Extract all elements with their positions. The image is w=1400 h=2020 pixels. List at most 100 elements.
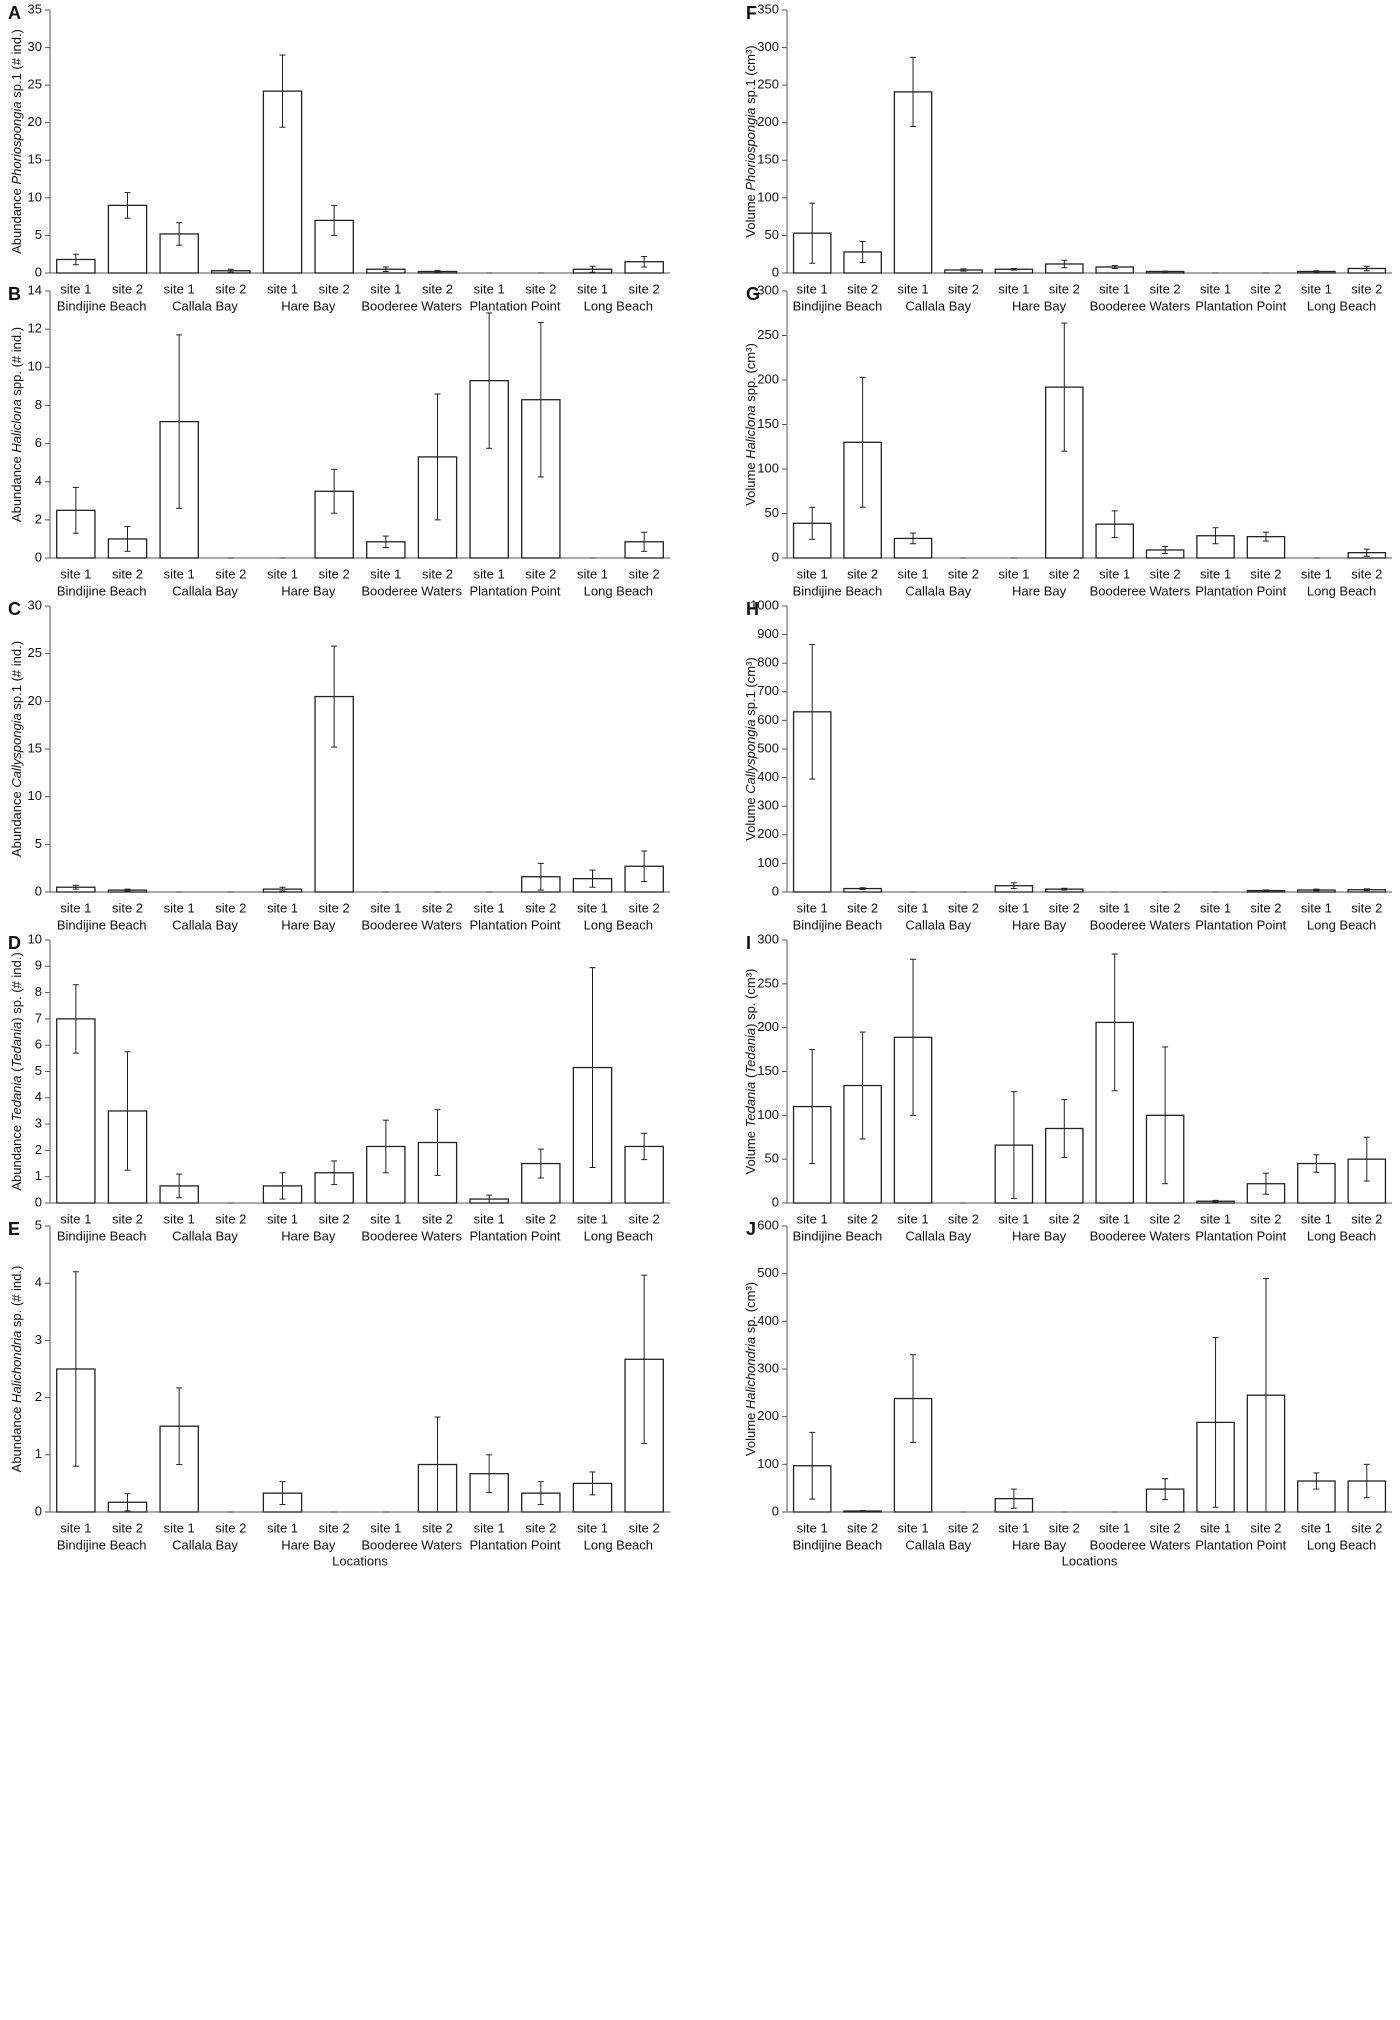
- y-tick-label: 900: [757, 626, 779, 641]
- y-tick-label: 50: [765, 1151, 779, 1166]
- y-tick-label: 10: [28, 189, 42, 204]
- x-tick-label: site 1: [370, 900, 401, 915]
- y-tick-label: 250: [757, 77, 779, 92]
- group-label: Callala Bay: [172, 1537, 238, 1552]
- x-tick-label: site 2: [629, 1211, 660, 1226]
- y-tick-label: 0: [772, 1503, 779, 1518]
- group-label: Long Beach: [584, 1228, 653, 1243]
- y-label-part: Phoriospongia: [9, 101, 24, 184]
- y-tick-label: 2: [35, 1389, 42, 1404]
- y-tick-label: 10: [28, 788, 42, 803]
- y-label-part: (: [743, 1073, 758, 1082]
- x-tick-label: site 1: [797, 1520, 828, 1535]
- x-tick-label: site 1: [60, 900, 91, 915]
- y-tick-label: 14: [28, 282, 42, 297]
- y-tick-label: 8: [35, 397, 42, 412]
- group-label: Hare Bay: [1012, 583, 1067, 598]
- x-tick-label: site 1: [577, 566, 608, 581]
- x-tick-label: site 1: [370, 566, 401, 581]
- group-label: Long Beach: [1307, 298, 1376, 313]
- y-tick-label: 3: [35, 1332, 42, 1347]
- panel: A Abundance Phoriospongia sp.1 (# ind.) 0 5…: [8, 1, 670, 313]
- y-tick-label: 6: [35, 435, 42, 450]
- group-label: Bindijine Beach: [57, 917, 147, 932]
- x-tick-label: site 2: [319, 1211, 350, 1226]
- group-label: Bindijine Beach: [57, 298, 147, 313]
- group-label: Callala Bay: [905, 583, 971, 598]
- group-label: Plantation Point: [469, 298, 560, 313]
- y-tick-label: 150: [757, 1063, 779, 1078]
- y-tick-label: 0: [35, 1503, 42, 1518]
- y-label-part: Volume: [743, 459, 758, 506]
- x-tick-label: site 2: [1049, 566, 1080, 581]
- y-tick-label: 9: [35, 958, 42, 973]
- y-label-part: ) sp. (cm³): [743, 969, 758, 1028]
- y-tick-label: 100: [757, 1456, 779, 1471]
- y-tick-label: 3: [35, 1116, 42, 1131]
- y-label-part: (: [9, 1067, 24, 1076]
- y-axis-label: Abundance Callyspongia sp.1 (# ind.): [9, 641, 24, 857]
- x-tick-label: site 2: [1351, 281, 1382, 296]
- x-tick-label: site 2: [319, 900, 350, 915]
- y-tick-label: 0: [772, 264, 779, 279]
- x-tick-label: site 1: [998, 900, 1029, 915]
- x-tick-label: site 1: [577, 900, 608, 915]
- y-axis-label: Abundance Phoriospongia sp.1 (# ind.): [9, 29, 24, 254]
- x-tick-label: site 2: [1150, 1211, 1181, 1226]
- y-tick-label: 5: [35, 836, 42, 851]
- x-tick-label: site 1: [898, 281, 929, 296]
- x-tick-label: site 1: [998, 566, 1029, 581]
- group-label: Bindijine Beach: [57, 1228, 147, 1243]
- panel: H Volume Callyspongia sp.1 (cm³) 0 100 200 30…: [743, 597, 1392, 932]
- x-tick-label: site 1: [474, 1520, 505, 1535]
- x-tick-label: site 1: [267, 281, 298, 296]
- group-label: Long Beach: [584, 583, 653, 598]
- group-label: Bindijine Beach: [793, 298, 883, 313]
- panel: G Volume Haliclona spp. (cm³) 0 50 100 150 200…: [743, 282, 1392, 598]
- x-axis-label: Locations: [1062, 1553, 1118, 1568]
- y-label-part: Volume: [743, 191, 758, 238]
- y-tick-label: 50: [765, 227, 779, 242]
- x-tick-label: site 1: [474, 566, 505, 581]
- y-label-part: Volume: [743, 1409, 758, 1456]
- x-tick-label: site 1: [474, 281, 505, 296]
- group-label: Long Beach: [1307, 1228, 1376, 1243]
- y-tick-label: 25: [28, 77, 42, 92]
- y-label-part: Callyspongia: [743, 719, 758, 793]
- x-tick-label: site 1: [474, 1211, 505, 1226]
- group-label: Plantation Point: [1195, 583, 1286, 598]
- y-label-part: Abundance: [9, 184, 24, 253]
- x-tick-label: site 1: [60, 1211, 91, 1226]
- y-tick-label: 10: [28, 931, 42, 946]
- x-tick-label: site 1: [1099, 1211, 1130, 1226]
- y-label-part: sp.1 (# ind.): [9, 641, 24, 713]
- y-tick-label: 4: [35, 1089, 42, 1104]
- x-tick-label: site 2: [1250, 281, 1281, 296]
- y-axis-label: Volume Haliclona spp. (cm³): [743, 343, 758, 506]
- x-tick-label: site 2: [1049, 900, 1080, 915]
- y-tick-label: 500: [757, 740, 779, 755]
- panel-letter: D: [8, 933, 21, 953]
- y-tick-label: 300: [757, 39, 779, 54]
- y-tick-label: 200: [757, 1019, 779, 1034]
- y-tick-label: 600: [757, 1217, 779, 1232]
- group-label: Long Beach: [584, 917, 653, 932]
- y-label-part: Abundance: [9, 788, 24, 857]
- group-label: Hare Bay: [281, 1228, 336, 1243]
- y-label-part: Tedania: [743, 1028, 758, 1074]
- y-label-part: sp.1 (# ind.): [9, 29, 24, 101]
- y-label-part: Haliclona: [9, 399, 24, 452]
- group-label: Plantation Point: [469, 1228, 560, 1243]
- x-tick-label: site 1: [1301, 1520, 1332, 1535]
- y-tick-label: 4: [35, 1275, 42, 1290]
- x-tick-label: site 2: [215, 900, 246, 915]
- x-tick-label: site 1: [1301, 281, 1332, 296]
- x-tick-label: site 2: [1351, 900, 1382, 915]
- bar: [572, 1482, 613, 1513]
- y-tick-label: 200: [757, 114, 779, 129]
- x-tick-label: site 2: [948, 281, 979, 296]
- group-label: Booderee Waters: [361, 583, 462, 598]
- y-label-part: Halichondria: [743, 1337, 758, 1409]
- x-tick-label: site 1: [797, 900, 828, 915]
- group-label: Hare Bay: [281, 917, 336, 932]
